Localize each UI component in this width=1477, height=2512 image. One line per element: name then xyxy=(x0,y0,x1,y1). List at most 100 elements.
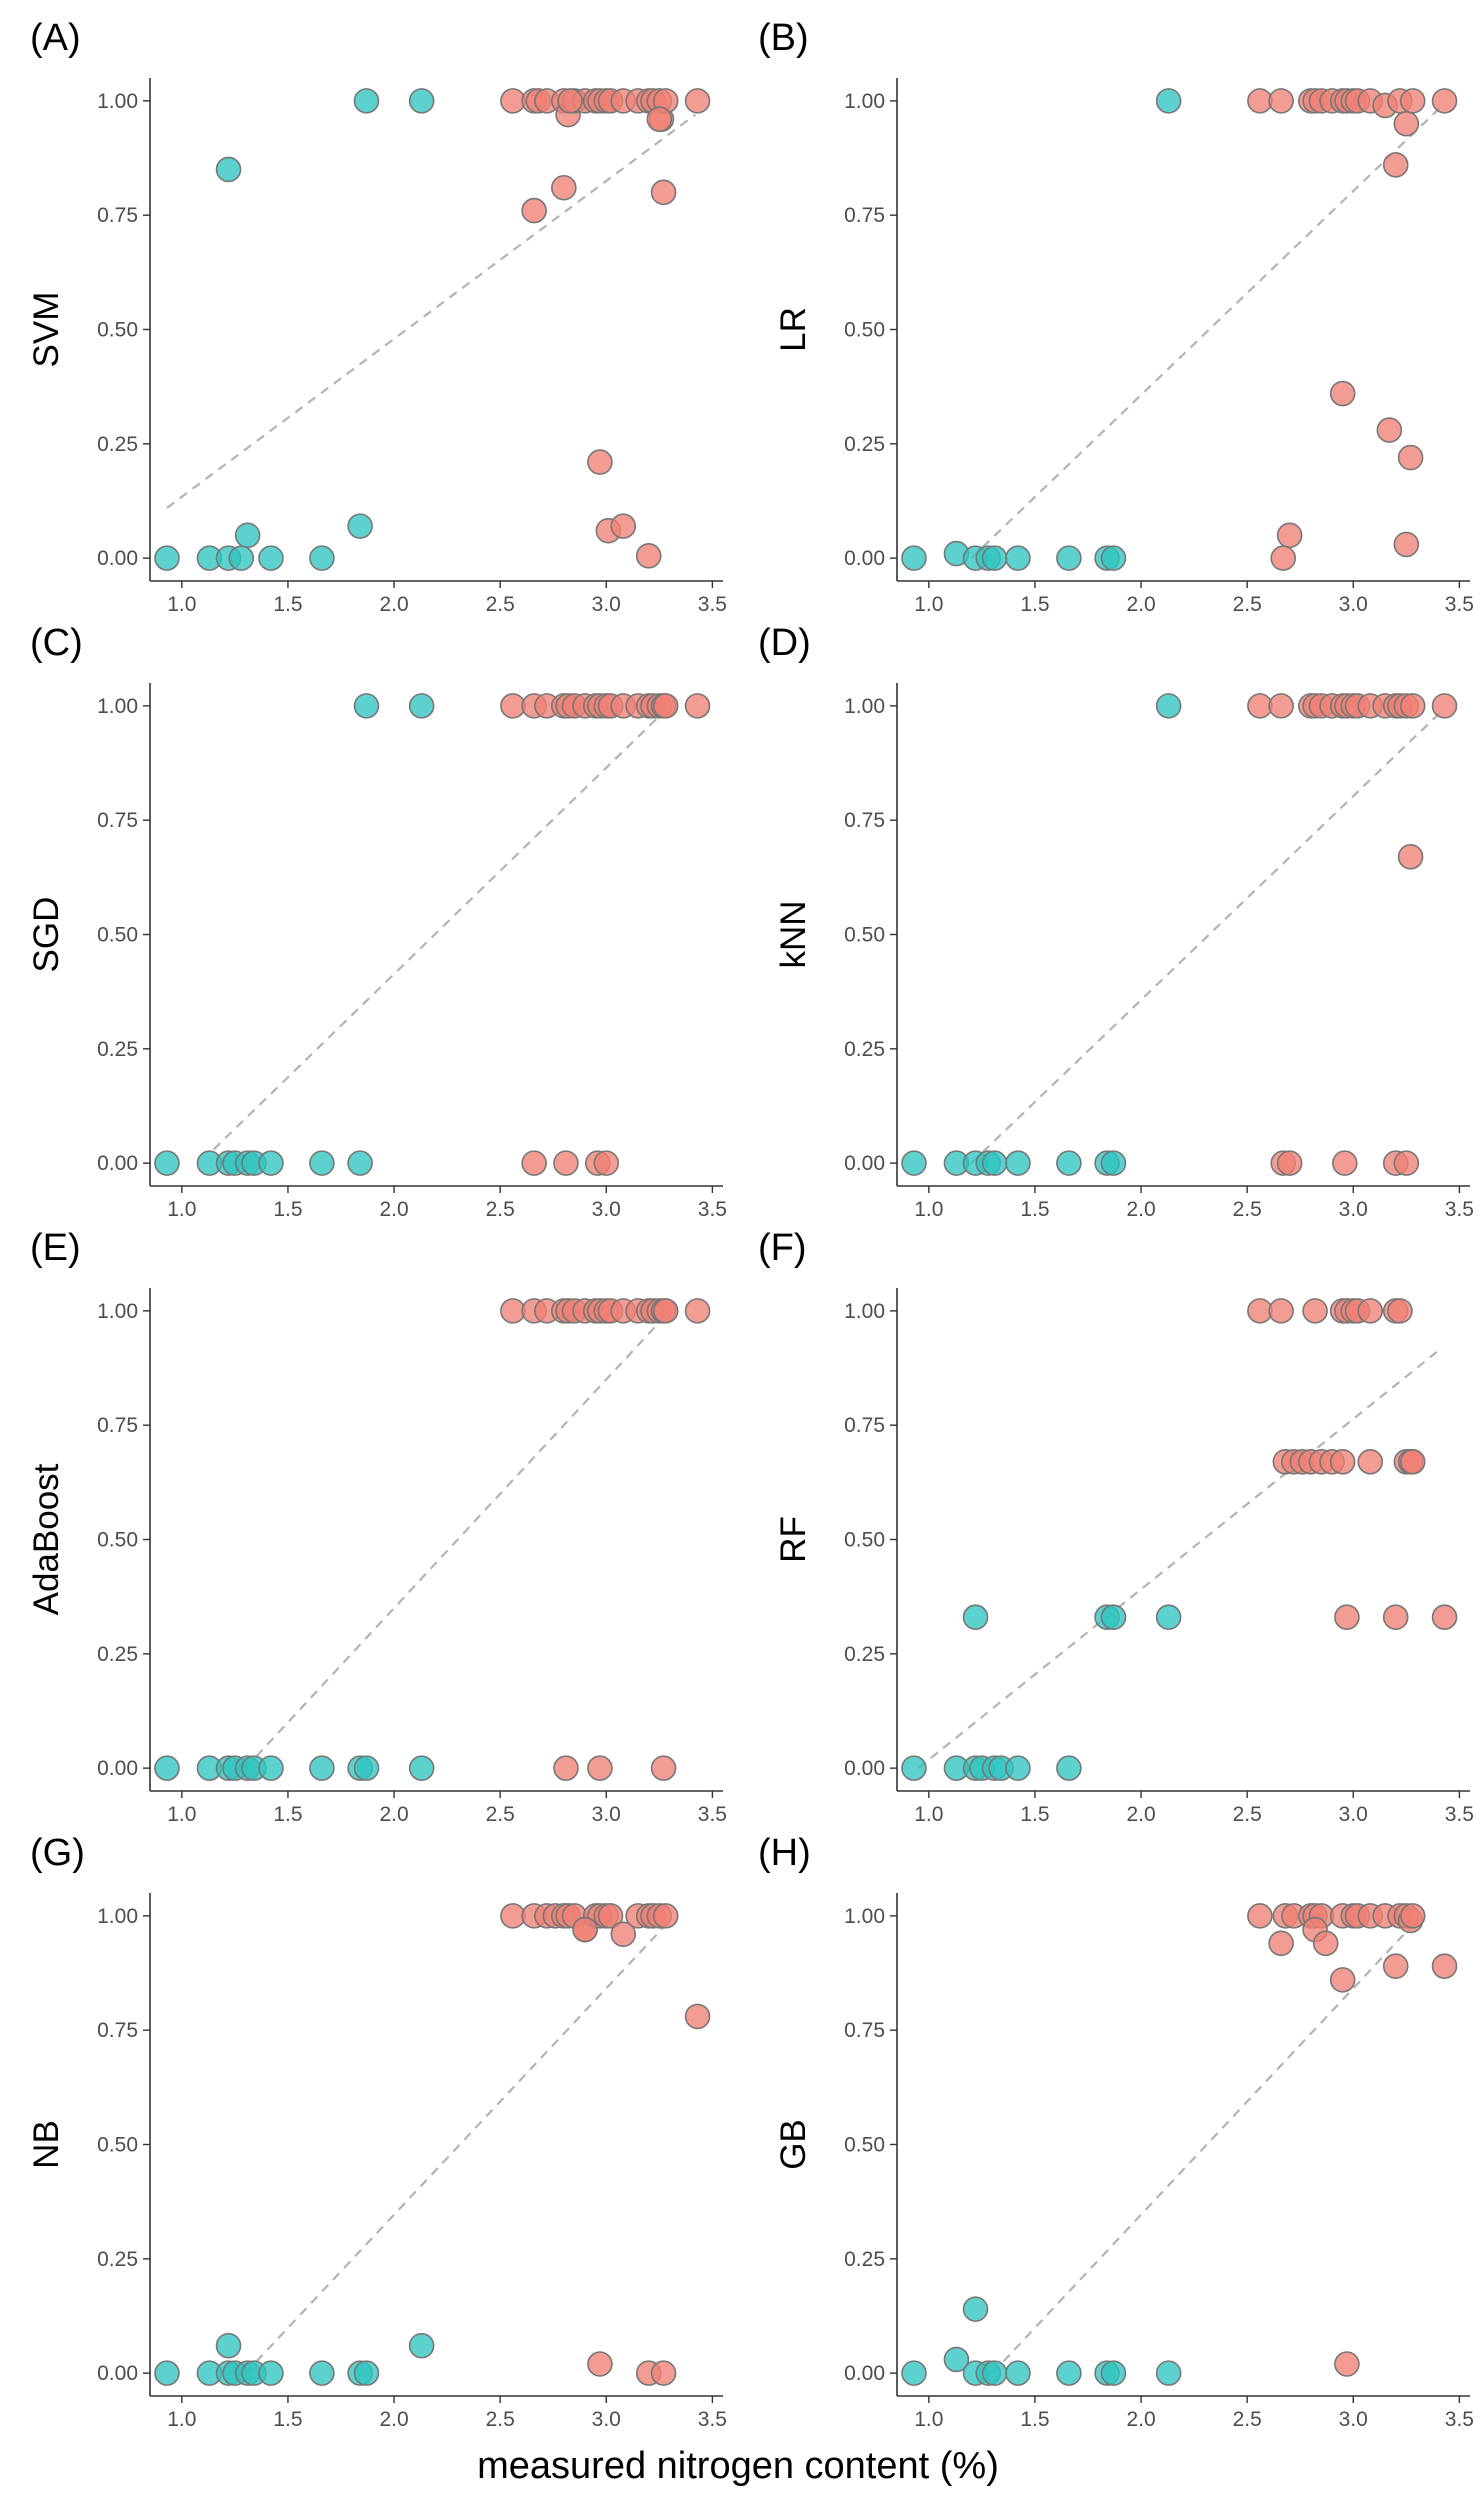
panels: (A) SVM 0.00 0.25 0.50 0.75 1.00 1.0 1.5 2.0 2.5 3.… xyxy=(27,17,1474,2431)
data-point-high xyxy=(1382,1604,1409,1631)
y-axis-title: SGD xyxy=(27,897,66,973)
reference-line xyxy=(244,1919,671,2374)
data-point-high xyxy=(1382,1953,1409,1979)
data-point-high xyxy=(635,543,662,569)
data-point-high xyxy=(500,693,526,719)
x-tick-label: 1.0 xyxy=(167,1803,196,1826)
x-tick-label: 2.5 xyxy=(486,2408,515,2431)
x-tick-label: 2.0 xyxy=(1126,1803,1155,1826)
panel-f: (F) RF 0.00 0.25 0.50 0.75 1.00 1.0 1.5 2.0 2.5 3.0… xyxy=(758,1227,1474,1826)
x-tick-label: 1.0 xyxy=(167,1198,196,1221)
data-point-low xyxy=(154,1755,180,1781)
x-tick-label: 3.0 xyxy=(1339,2408,1368,2431)
data-point-high xyxy=(1331,1150,1358,1176)
data-point-high xyxy=(1247,1298,1273,1324)
x-tick-label: 3.0 xyxy=(1339,1198,1368,1221)
data-point-high xyxy=(1247,693,1273,719)
x-tick-label: 3.5 xyxy=(1445,1803,1474,1826)
reference-line xyxy=(244,1310,671,1769)
data-point-high xyxy=(1334,1604,1360,1631)
x-tick-label: 1.0 xyxy=(167,593,196,616)
data-point-high xyxy=(1431,1604,1458,1631)
data-point-high xyxy=(1399,693,1426,719)
data-point-high xyxy=(500,88,526,114)
y-tick-label: 0.00 xyxy=(844,547,885,570)
data-point-high xyxy=(1397,843,1424,870)
data-point-low xyxy=(353,2360,380,2386)
data-point-high xyxy=(1399,88,1426,114)
data-point-high xyxy=(1276,1150,1303,1176)
x-tick-label: 2.5 xyxy=(486,1198,515,1221)
data-point-low xyxy=(228,545,255,571)
data-point-low xyxy=(1005,2360,1031,2386)
data-point-high xyxy=(652,1298,679,1324)
data-point-low xyxy=(353,693,380,719)
data-point-high xyxy=(521,1150,547,1176)
data-point-high xyxy=(500,1298,526,1324)
y-tick-label: 0.00 xyxy=(844,2362,885,2385)
panel-e: (E) AdaBoost 0.00 0.25 0.50 0.75 1.00 1.0 1.5 2.0… xyxy=(27,1227,727,1826)
data-point-low xyxy=(347,1150,373,1176)
data-point-high xyxy=(1268,693,1294,719)
data-point-high xyxy=(1268,1298,1294,1324)
y-tick-label: 0.50 xyxy=(844,924,885,947)
y-tick-label: 0.75 xyxy=(97,2019,138,2042)
data-point-high xyxy=(1357,1298,1384,1324)
y-tick-label: 0.00 xyxy=(97,1757,138,1780)
y-tick-label: 0.25 xyxy=(844,1643,885,1666)
data-point-low xyxy=(901,1150,927,1176)
x-tick-label: 1.5 xyxy=(1020,1198,1049,1221)
y-tick-label: 0.25 xyxy=(844,1038,885,1061)
y-tick-label: 1.00 xyxy=(844,695,885,718)
reference-line xyxy=(970,709,1444,1164)
x-tick-label: 3.0 xyxy=(592,593,621,616)
data-point-high xyxy=(553,1755,579,1781)
data-point-high xyxy=(652,1903,679,1929)
data-point-low xyxy=(309,1755,335,1781)
y-tick-label: 0.25 xyxy=(97,2248,138,2271)
data-point-low xyxy=(901,545,927,571)
data-point-high xyxy=(587,2351,613,2377)
x-tick-label: 3.0 xyxy=(592,1803,621,1826)
x-tick-label: 3.5 xyxy=(1445,1198,1474,1221)
data-point-high xyxy=(1329,380,1356,407)
y-tick-label: 1.00 xyxy=(97,1300,138,1323)
data-point-low xyxy=(1100,2360,1127,2386)
data-point-high xyxy=(572,1916,598,1943)
y-tick-label: 0.50 xyxy=(844,319,885,342)
data-point-high xyxy=(557,88,584,114)
y-tick-label: 0.50 xyxy=(97,1529,138,1552)
data-point-low xyxy=(215,2332,242,2359)
data-point-low xyxy=(353,88,380,114)
data-point-low xyxy=(234,522,261,549)
data-point-low xyxy=(981,1150,1008,1176)
y-tick-label: 0.50 xyxy=(844,1529,885,1552)
y-tick-label: 0.00 xyxy=(97,1152,138,1175)
reference-line xyxy=(970,104,1444,559)
x-tick-label: 2.5 xyxy=(1233,1803,1262,1826)
panel-letter: (F) xyxy=(758,1227,807,1269)
y-tick-label: 1.00 xyxy=(97,1905,138,1928)
x-tick-label: 3.5 xyxy=(698,2408,727,2431)
data-point-high xyxy=(1397,444,1424,471)
data-point-low xyxy=(1100,545,1127,571)
panel-letter: (C) xyxy=(30,622,83,664)
data-point-high xyxy=(1329,1448,1356,1475)
y-tick-label: 0.75 xyxy=(844,809,885,832)
panel-b: (B) LR 0.00 0.25 0.50 0.75 1.00 1.0 1.5 2.0 2.5 3.0… xyxy=(758,17,1474,616)
data-point-high xyxy=(1268,88,1294,114)
y-tick-label: 1.00 xyxy=(97,695,138,718)
data-point-high xyxy=(650,1755,677,1781)
x-tick-label: 1.5 xyxy=(1020,1803,1049,1826)
reference-line xyxy=(991,1919,1418,2374)
y-axis-title: kNN xyxy=(774,900,813,968)
y-tick-label: 0.25 xyxy=(97,1038,138,1061)
y-tick-label: 0.00 xyxy=(844,1757,885,1780)
panel-letter: (A) xyxy=(30,17,81,59)
y-tick-label: 0.00 xyxy=(97,547,138,570)
reference-line xyxy=(917,1346,1444,1769)
data-point-low xyxy=(408,88,435,114)
data-point-high xyxy=(1399,1448,1426,1475)
data-point-high xyxy=(1376,417,1403,443)
y-tick-label: 0.25 xyxy=(97,1643,138,1666)
